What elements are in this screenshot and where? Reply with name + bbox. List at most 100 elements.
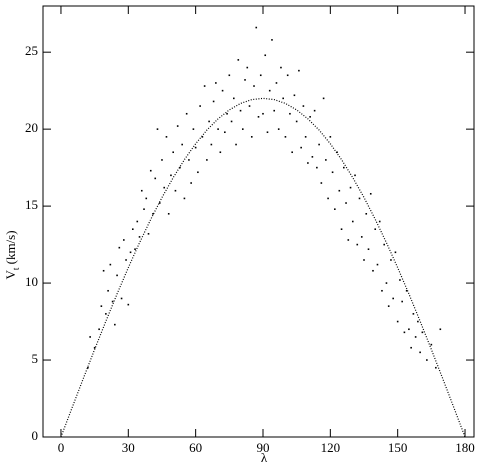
data-point [120,297,123,300]
data-point [284,136,287,138]
data-point [152,213,154,215]
y-axis-label-sub: t [11,267,21,270]
data-point [118,246,121,249]
data-point [201,136,204,138]
data-point [419,351,421,354]
data-point [181,143,183,146]
data-point [316,166,318,169]
data-point [405,289,408,292]
data-point [179,166,181,169]
x-tick-label: 60 [189,440,202,455]
data-point [228,74,231,77]
data-point [367,248,370,251]
y-tick-label: 5 [32,351,39,366]
data-point [136,220,139,223]
data-point [129,251,132,254]
data-point [127,303,130,306]
data-point [327,197,329,200]
data-point [408,328,410,331]
data-point [210,143,213,146]
y-tick-label: 0 [32,428,39,443]
data-point [289,112,291,115]
y-tick-label: 15 [25,197,38,212]
data-point [163,186,166,189]
data-point [291,151,293,154]
data-point [286,74,289,77]
data-point [277,128,280,130]
data-point [125,259,127,261]
data-point [392,297,394,300]
x-axis-label: λ [261,450,268,465]
y-axis-label: Vt (km/s) [3,230,21,279]
data-point [349,186,352,189]
data-point [340,228,343,230]
data-point [374,228,377,230]
data-point [410,346,412,349]
data-point [430,343,433,346]
data-point [255,26,258,29]
data-point [412,313,415,315]
data-point [140,189,143,192]
data-point [248,105,251,107]
data-point [309,116,311,118]
y-tick-label: 10 [25,274,38,289]
data-point [206,159,208,161]
data-point [176,125,179,127]
data-point [378,220,381,223]
data-point [417,320,419,323]
data-point [347,239,350,241]
plot-frame [42,5,475,438]
data-point [203,85,206,87]
data-point [331,171,334,174]
data-point [239,109,242,112]
x-tick-label: 150 [388,440,408,455]
data-point [161,159,163,161]
data-point [325,159,327,161]
data-point [345,202,347,204]
data-point [307,162,309,164]
data-point [89,336,91,338]
y-axis-label-main: V [3,270,18,280]
data-point [102,269,105,272]
data-point [385,282,388,284]
data-point [365,213,368,215]
data-point [145,197,148,200]
data-point [212,100,215,103]
data-point [138,236,141,238]
data-point [394,251,397,254]
data-point [356,243,359,246]
data-point [280,66,282,69]
data-point [226,112,228,115]
data-point [93,346,96,349]
data-point [250,136,253,138]
data-point [170,174,172,177]
data-point [87,366,89,369]
data-point [271,39,273,41]
data-point [100,305,103,307]
data-point [253,85,255,87]
y-tick-label: 25 [25,43,38,58]
data-point [230,120,233,123]
data-point [174,189,177,192]
data-point [268,89,271,92]
data-point [158,202,161,204]
data-point [318,143,320,146]
data-point [131,228,134,230]
data-point [363,259,365,261]
data-point [154,177,157,180]
data-point [295,120,298,123]
y-tick-label: 20 [25,120,38,135]
data-point [185,112,188,115]
data-point [221,89,224,92]
data-point [241,128,244,130]
data-point [147,233,150,235]
data-point [381,289,383,292]
x-tick-label: 30 [122,440,135,455]
data-point [435,366,437,369]
data-point [358,197,361,200]
data-point [217,128,219,130]
data-point [300,146,302,149]
data-point [188,159,190,161]
data-point [343,166,345,169]
